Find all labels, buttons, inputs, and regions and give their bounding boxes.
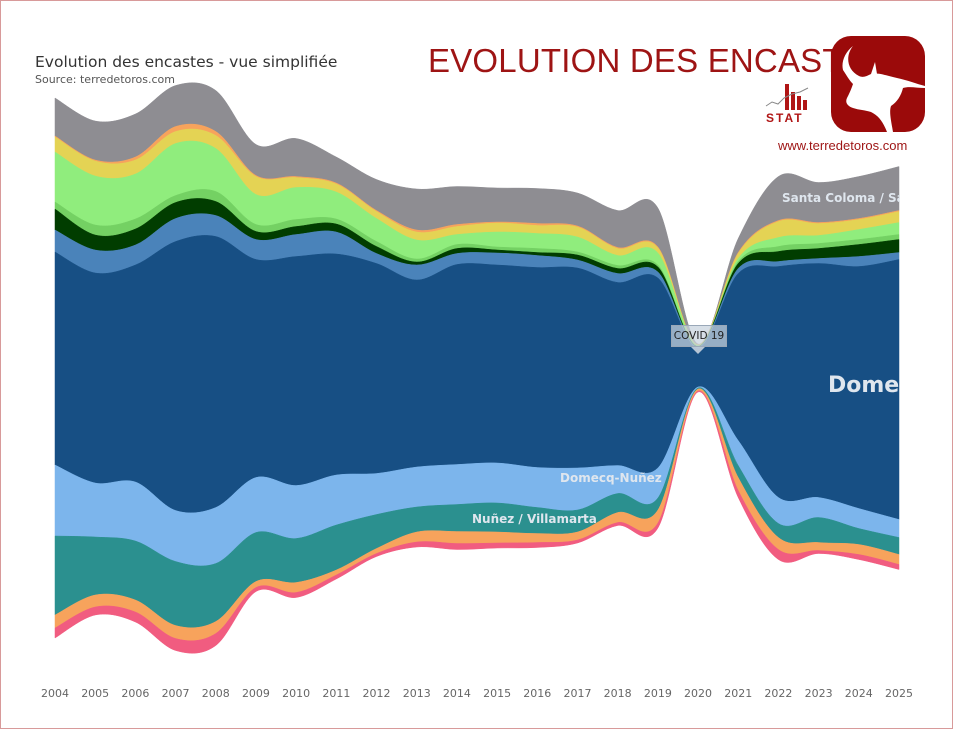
bull-logo-icon <box>831 36 925 132</box>
x-tick-label: 2021 <box>724 687 752 700</box>
x-tick-label: 2005 <box>81 687 109 700</box>
x-tick-label: 2013 <box>403 687 431 700</box>
stat-logo-icon <box>765 84 809 110</box>
x-tick-label: 2018 <box>604 687 632 700</box>
stat-logo-text: STAT <box>766 111 804 125</box>
series-label-nunez-villamarta: Nuñez / Villamarta <box>472 512 597 526</box>
x-tick-label: 2007 <box>162 687 190 700</box>
x-tick-label: 2022 <box>764 687 792 700</box>
website-link[interactable]: www.terredetoros.com <box>778 138 908 153</box>
x-tick-label: 2008 <box>202 687 230 700</box>
series-label-domecq-nunez: Domecq-Nuñez <box>560 471 662 485</box>
chart-title: Evolution des encastes - vue simplifiée <box>35 53 338 71</box>
covid-annotation: COVID 19 <box>671 325 727 347</box>
x-tick-label: 2014 <box>443 687 471 700</box>
x-tick-label: 2019 <box>644 687 672 700</box>
annotation-pointer <box>690 346 706 354</box>
banner-title: EVOLUTION DES ENCASTES <box>428 42 888 79</box>
chart-source: Source: terredetoros.com <box>35 73 175 86</box>
x-tick-label: 2017 <box>563 687 591 700</box>
x-tick-label: 2015 <box>483 687 511 700</box>
x-tick-label: 2004 <box>41 687 69 700</box>
x-tick-label: 2006 <box>121 687 149 700</box>
x-tick-label: 2025 <box>885 687 913 700</box>
x-tick-label: 2020 <box>684 687 712 700</box>
x-tick-label: 2009 <box>242 687 270 700</box>
x-tick-label: 2010 <box>282 687 310 700</box>
x-tick-label: 2024 <box>845 687 873 700</box>
stream-area-series-11 <box>54 390 900 654</box>
series-label-santa-coloma: Santa Coloma / Saltillo <box>782 191 935 205</box>
series-label-domecq: Domecq <box>828 373 928 398</box>
x-tick-label: 2011 <box>322 687 350 700</box>
x-tick-label: 2023 <box>805 687 833 700</box>
x-tick-label: 2016 <box>523 687 551 700</box>
x-tick-label: 2012 <box>363 687 391 700</box>
